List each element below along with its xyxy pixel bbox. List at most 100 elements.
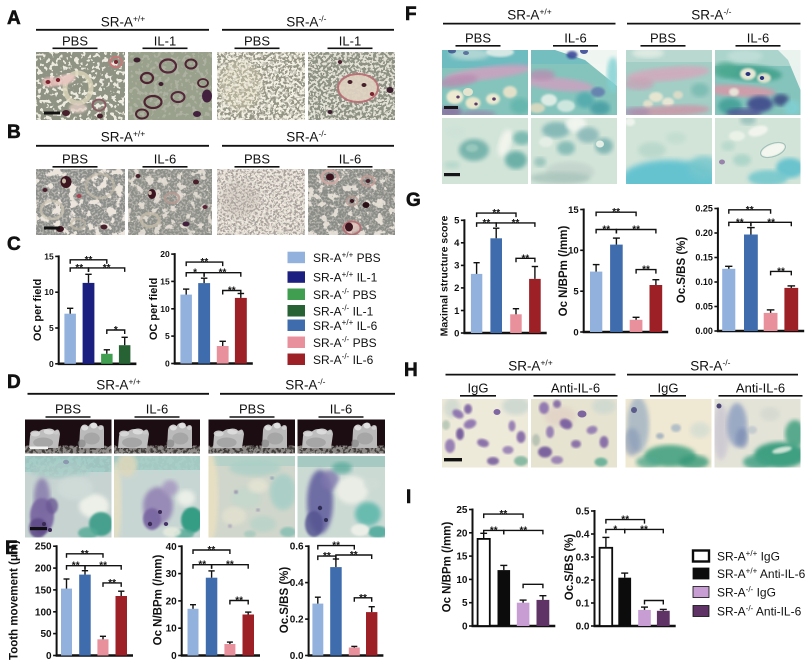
svg-text:Anti-IL-6: Anti-IL-6 (736, 381, 785, 396)
svg-text:SR-A-/- PBS: SR-A-/- PBS (313, 287, 377, 302)
svg-text:Oc.S/BS (%): Oc.S/BS (%) (279, 567, 291, 634)
svg-text:**: ** (219, 268, 227, 279)
svg-text:0.6: 0.6 (290, 542, 304, 553)
svg-text:PBS: PBS (62, 34, 88, 49)
svg-text:10: 10 (456, 575, 468, 586)
svg-text:0.5: 0.5 (576, 507, 590, 518)
svg-text:IL-6: IL-6 (154, 152, 176, 167)
svg-text:20: 20 (166, 596, 178, 607)
svg-text:SR-A-/-: SR-A-/- (285, 376, 325, 392)
svg-text:**: ** (746, 205, 754, 216)
svg-text:0.10: 0.10 (695, 277, 713, 287)
svg-text:**: ** (108, 578, 116, 589)
svg-text:0: 0 (46, 651, 52, 662)
svg-text:**: ** (632, 225, 640, 236)
svg-text:**: ** (522, 253, 530, 264)
svg-text:**: ** (85, 255, 93, 266)
svg-text:A: A (7, 8, 21, 29)
svg-text:**: ** (350, 550, 358, 561)
svg-text:SR-A+/+ IL-6: SR-A+/+ IL-6 (313, 318, 378, 333)
svg-text:Oc.S/BS (%): Oc.S/BS (%) (676, 237, 688, 304)
svg-text:SR-A-/- IgG: SR-A-/- IgG (717, 585, 776, 600)
svg-text:**: ** (99, 561, 107, 572)
svg-text:G: G (406, 190, 421, 211)
svg-text:0.0: 0.0 (576, 622, 590, 633)
svg-text:IL-6: IL-6 (339, 152, 361, 167)
svg-text:**: ** (103, 263, 111, 274)
svg-text:0.1: 0.1 (576, 599, 590, 610)
svg-text:PBS: PBS (465, 31, 491, 46)
svg-text:5: 5 (49, 323, 54, 333)
svg-text:D: D (7, 372, 21, 393)
svg-text:Oc N/BPm (/mm): Oc N/BPm (/mm) (153, 554, 165, 645)
svg-text:1: 1 (454, 306, 460, 317)
svg-text:**: ** (198, 560, 206, 571)
svg-text:SR-A+/+ IgG: SR-A+/+ IgG (717, 549, 780, 564)
svg-text:SR-A-/- PBS: SR-A-/- PBS (313, 335, 377, 350)
svg-text:50: 50 (40, 629, 52, 640)
svg-text:PBS: PBS (244, 34, 270, 49)
svg-text:0.2: 0.2 (576, 576, 590, 587)
svg-text:SR-A-/- IL-1: SR-A-/- IL-1 (313, 304, 374, 319)
svg-text:**: ** (520, 525, 528, 536)
svg-text:**: ** (767, 217, 775, 228)
svg-text:**: ** (332, 541, 340, 552)
svg-text:0: 0 (165, 359, 170, 369)
svg-text:**: ** (228, 286, 236, 297)
svg-text:0: 0 (49, 359, 54, 369)
svg-text:**: ** (490, 525, 498, 536)
svg-text:Maximal structure score: Maximal structure score (439, 215, 451, 336)
svg-text:PBS: PBS (239, 402, 265, 417)
svg-text:IL-1: IL-1 (154, 34, 176, 49)
svg-text:**: ** (359, 593, 367, 604)
svg-text:IgG: IgG (658, 381, 679, 396)
svg-text:SR-A-/- IL-6: SR-A-/- IL-6 (313, 352, 374, 367)
svg-text:E: E (5, 538, 18, 559)
svg-text:**: ** (500, 509, 508, 520)
svg-text:**: ** (235, 596, 243, 607)
svg-text:0.00: 0.00 (695, 326, 713, 336)
svg-text:10: 10 (568, 246, 579, 257)
svg-text:4: 4 (454, 238, 460, 249)
svg-text:SR-A-/-: SR-A-/- (691, 6, 731, 22)
svg-text:*: * (193, 268, 197, 279)
svg-text:PBS: PBS (244, 152, 270, 167)
svg-text:0.05: 0.05 (695, 302, 713, 312)
svg-text:**: ** (72, 561, 80, 572)
svg-text:Anti-IL-6: Anti-IL-6 (551, 381, 600, 396)
svg-text:OC per field: OC per field (32, 279, 44, 341)
svg-text:Oc.S/BS (%): Oc.S/BS (%) (564, 534, 576, 601)
svg-text:0.2: 0.2 (290, 615, 304, 626)
svg-text:**: ** (640, 524, 648, 535)
svg-text:SR-A+/+ Anti-IL-6: SR-A+/+ Anti-IL-6 (717, 566, 806, 581)
svg-text:200: 200 (35, 564, 52, 575)
svg-text:SR-A-/-: SR-A-/- (286, 128, 326, 144)
svg-text:15: 15 (456, 552, 468, 563)
svg-text:IL-6: IL-6 (747, 31, 769, 46)
svg-text:10: 10 (166, 624, 178, 635)
svg-text:PBS: PBS (62, 152, 88, 167)
svg-text:**: ** (612, 207, 620, 218)
svg-text:**: ** (602, 225, 610, 236)
svg-text:SR-A-/- Anti-IL-6: SR-A-/- Anti-IL-6 (717, 604, 802, 619)
svg-text:SR-A-/-: SR-A-/- (286, 13, 326, 29)
svg-text:Tooth movement (μm): Tooth movement (μm) (9, 540, 21, 660)
svg-text:I: I (406, 487, 411, 508)
svg-text:**: ** (736, 217, 744, 228)
svg-text:**: ** (777, 266, 785, 277)
svg-text:**: ** (81, 549, 89, 560)
svg-text:**: ** (226, 560, 234, 571)
svg-text:15: 15 (568, 205, 579, 216)
svg-text:0.25: 0.25 (695, 204, 713, 214)
svg-text:5: 5 (454, 216, 460, 227)
svg-text:IL-6: IL-6 (330, 402, 352, 417)
svg-text:20: 20 (160, 249, 170, 259)
svg-text:**: ** (492, 208, 500, 219)
svg-text:SR-A-/-: SR-A-/- (690, 357, 730, 373)
svg-text:0.0: 0.0 (290, 651, 304, 662)
svg-text:C: C (7, 234, 21, 255)
svg-text:0: 0 (171, 651, 177, 662)
svg-text:25: 25 (456, 505, 468, 516)
svg-text:30: 30 (166, 569, 178, 580)
svg-text:**: ** (201, 257, 209, 268)
